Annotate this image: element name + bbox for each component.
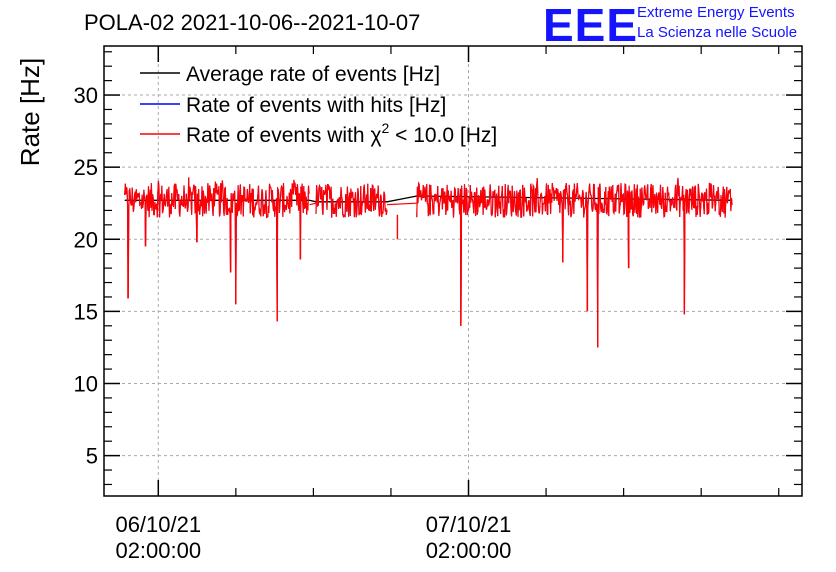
grid-lines	[104, 46, 802, 496]
legend-label-chi2: Rate of events with χ2 < 10.0 [Hz]	[186, 120, 497, 147]
series-chi2-gap-connector	[309, 202, 317, 206]
y-tick-label: 5	[86, 444, 98, 469]
series-chi2-line	[416, 177, 733, 348]
eee-logo: EEE	[543, 0, 639, 51]
logo-subtitle-1: Extreme Energy Events	[637, 4, 795, 21]
x-tick-date-label: 07/10/21	[426, 512, 512, 537]
chart-title: POLA-02 2021-10-06--2021-10-07	[84, 10, 421, 35]
plot-frame	[103, 45, 803, 497]
y-tick-label: 25	[74, 155, 98, 180]
legend-label-average: Average rate of events [Hz]	[186, 63, 440, 86]
y-tick-label: 20	[74, 227, 98, 252]
y-tick-label: 15	[74, 299, 98, 324]
x-tick-time-label: 02:00:00	[426, 538, 512, 563]
legend-label-chi2-post: < 10.0 [Hz]	[389, 124, 497, 147]
legend-chi-symbol: χ	[370, 124, 381, 147]
legend: Average rate of events [Hz] Rate of even…	[140, 63, 497, 147]
series-chi2-line	[124, 177, 310, 322]
logo-subtitle-2: La Scienza nelle Scuole	[637, 24, 798, 41]
y-tick-label: 30	[74, 83, 98, 108]
legend-label-hits: Rate of events with hits [Hz]	[186, 94, 446, 117]
x-tick-date-label: 06/10/21	[115, 512, 201, 537]
series-chi2-gap-connector	[387, 202, 417, 206]
x-tick-time-label: 02:00:00	[115, 538, 201, 563]
series-layer	[124, 177, 733, 348]
y-tick-label: 10	[74, 372, 98, 397]
y-axis-label: Rate [Hz]	[15, 58, 45, 166]
legend-label-chi2-pre: Rate of events with	[186, 124, 370, 147]
legend-chi-exponent: 2	[381, 120, 389, 136]
series-chi2-line	[315, 183, 388, 219]
axis-ticks: 5101520253006/10/2102:00:0007/10/2102:00…	[74, 46, 802, 563]
